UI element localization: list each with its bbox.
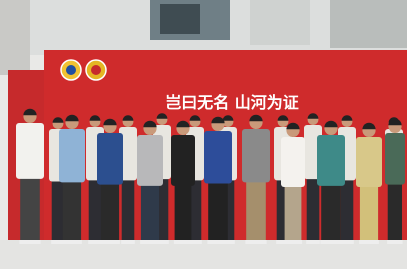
person-shoes [359,240,379,244]
emblem-center [91,65,101,75]
person-shoes [320,240,341,244]
person-shoes [62,240,82,244]
person-shoes [140,240,160,244]
person-torso [281,137,305,187]
person-shoes [19,240,40,244]
person-shoes [88,240,102,244]
person-torso [204,131,232,184]
photo: 岂曰无名 山河为证 [0,0,407,269]
person-torso [59,129,85,182]
glass-atrium-dark [160,4,200,34]
person-torso [385,133,405,185]
building-wall [250,0,310,45]
person-legs [175,178,192,241]
person-legs [63,175,81,241]
person-legs [208,176,228,241]
person-legs [89,175,102,241]
person-legs [122,175,135,241]
person-torso [16,123,44,179]
person-legs [321,178,341,241]
person-torso [356,137,382,187]
person-torso [317,135,345,186]
building-wall [330,0,407,48]
person-legs [388,177,402,241]
person-torso [171,135,195,186]
person-legs [246,175,266,241]
person-torso [97,133,123,185]
person-shoes [245,240,266,244]
person-shoes [306,240,320,244]
person-shoes [100,240,120,244]
person-legs [360,180,378,241]
person-shoes [121,240,135,244]
person-torso [137,135,163,186]
person-legs [20,172,40,241]
person-shoes [387,240,402,244]
person-legs [141,178,159,241]
pillar [0,0,30,75]
person-shoes [284,240,302,244]
person-shoes [207,240,228,244]
banner-text: 岂曰无名 山河为证 [165,93,299,112]
person-torso [242,129,270,182]
person-legs [285,180,302,241]
person-shoes [340,240,354,244]
person-legs [52,176,65,241]
floor [0,240,407,269]
person-legs [101,177,119,241]
emblem-center [66,65,76,75]
person-shoes [174,240,192,244]
